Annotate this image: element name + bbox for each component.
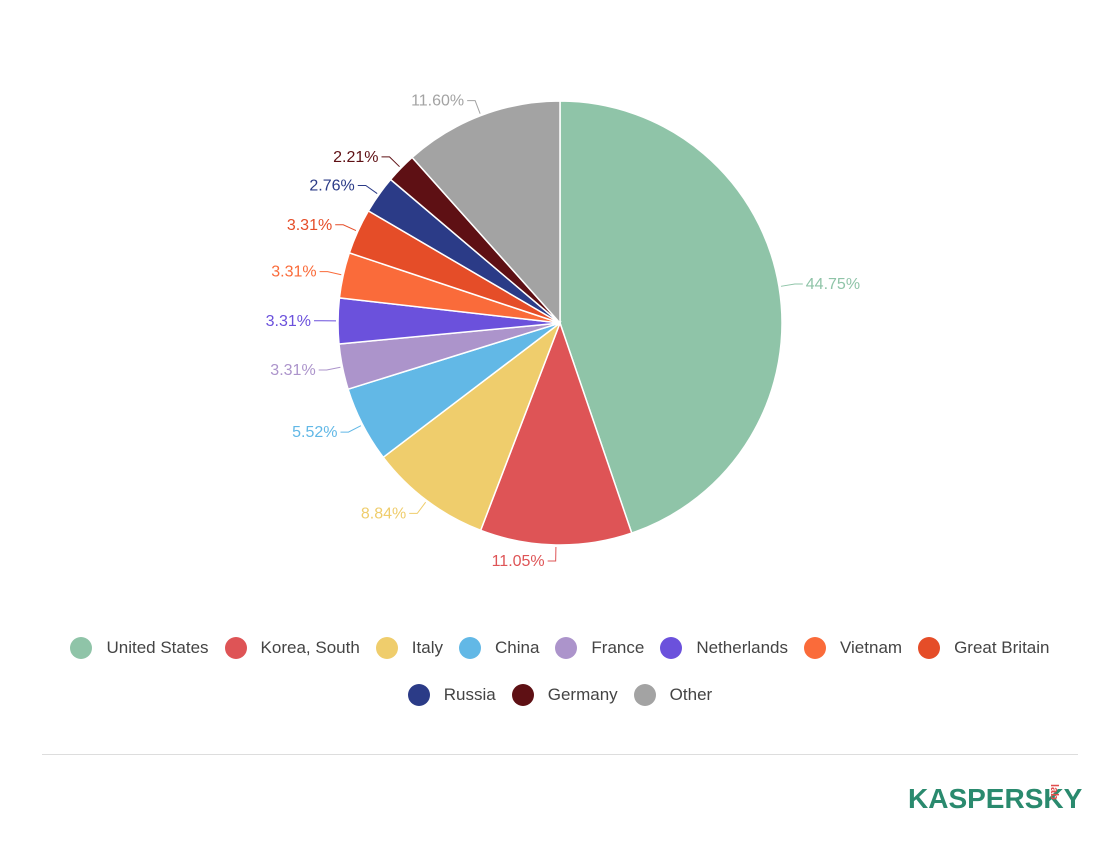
legend-label: Korea, South — [260, 638, 360, 657]
legend-item: Vietnam — [804, 637, 902, 659]
legend-item: China — [458, 637, 540, 659]
legend-item: France — [555, 637, 644, 659]
legend-row-2: Russia Germany Other — [0, 684, 1120, 706]
legend-label: Netherlands — [696, 638, 788, 657]
legend-row-1: United States Korea, South Italy China Franc… — [0, 637, 1120, 659]
slice-value-label: 8.84% — [361, 505, 406, 522]
logo-sub-text: lab — [1048, 784, 1060, 800]
legend-swatch — [511, 684, 534, 706]
slice-value-label: 3.31% — [270, 362, 315, 379]
legend-label: Other — [669, 685, 713, 704]
legend-label: United States — [106, 638, 209, 657]
logo-wordmark: KASPERSKY — [908, 783, 1083, 814]
leader-line — [467, 100, 481, 114]
slice-value-label: 2.21% — [333, 149, 378, 166]
pie-slice-united-states — [559, 100, 783, 535]
legend-item: Italy — [375, 637, 443, 659]
legend-swatch — [375, 637, 398, 659]
legend-item: Other — [633, 684, 713, 706]
leader-line — [780, 283, 803, 287]
slice-value-label: 44.75% — [806, 276, 860, 293]
slice-value-label: 5.52% — [292, 424, 337, 441]
legend-item: Germany — [511, 684, 618, 706]
legend-label: Germany — [547, 685, 618, 704]
legend-label: Great Britain — [954, 638, 1050, 657]
pie-slice-other — [411, 100, 561, 325]
legend-swatch — [407, 684, 430, 706]
legend-item: Russia — [407, 684, 496, 706]
slice-value-label: 3.31% — [266, 313, 311, 330]
pie-slice-italy — [382, 320, 562, 532]
legend-label: Italy — [411, 638, 443, 657]
leader-line — [381, 156, 400, 168]
leader-line — [340, 425, 362, 433]
leader-line — [335, 224, 357, 232]
leader-line — [547, 546, 557, 562]
label-leader-lines — [314, 100, 803, 562]
legend-swatch — [458, 637, 481, 659]
legend-swatch — [555, 637, 578, 659]
legend-swatch — [918, 637, 941, 659]
slice-value-label: 3.31% — [287, 217, 332, 234]
legend-item: Great Britain — [918, 637, 1050, 659]
legend-item: Netherlands — [660, 637, 788, 659]
legend-swatch — [224, 637, 247, 659]
pie-slice-korea-south — [479, 320, 633, 546]
pie-slices — [337, 100, 783, 546]
slice-value-labels: 44.75% 11.05% 8.84% 5.52% 3.31% 3.31% 3.31% 3.3… — [266, 93, 860, 570]
legend-label: France — [591, 638, 645, 657]
slice-value-label: 11.60% — [411, 93, 464, 110]
legend-label: Russia — [443, 685, 496, 704]
legend-label: Vietnam — [840, 638, 903, 657]
legend-swatch — [660, 637, 683, 659]
legend-item: United States — [70, 637, 209, 659]
kaspersky-logo: KASPERSKY lab — [908, 782, 1082, 820]
slice-value-label: 11.05% — [492, 553, 545, 570]
leader-line — [318, 366, 341, 371]
legend-swatch — [633, 684, 656, 706]
legend-label: China — [494, 638, 540, 657]
legend-swatch — [804, 637, 826, 659]
slice-value-label: 3.31% — [271, 264, 316, 281]
leader-line — [357, 184, 378, 194]
footer-divider — [42, 754, 1078, 755]
legend-item: Korea, South — [224, 637, 360, 659]
slice-value-label: 2.76% — [309, 177, 354, 194]
legend-swatch — [70, 637, 93, 659]
leader-line — [409, 501, 427, 514]
leader-line — [319, 271, 342, 276]
pie-chart: 44.75% 11.05% 8.84% 5.52% 3.31% 3.31% 3.31% 3.3… — [266, 93, 860, 570]
